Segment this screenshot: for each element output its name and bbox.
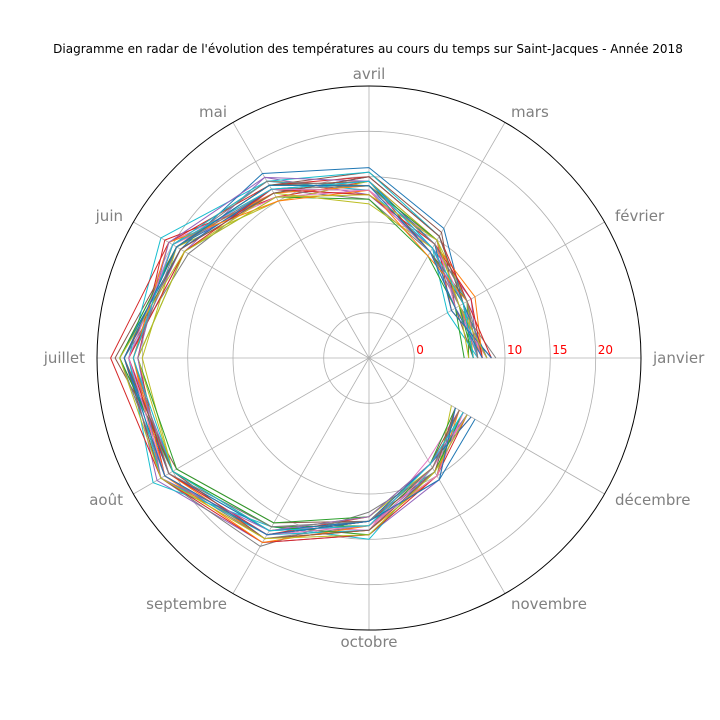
month-label-septembre: septembre [146,595,227,613]
month-label-février: février [615,207,665,225]
series-line-14 [110,176,492,543]
month-label-avril: avril [353,65,386,83]
month-label-janvier: janvier [652,349,705,367]
chart-title: Diagramme en radar de l'évolution des te… [53,42,683,56]
spoke-4 [232,122,370,359]
month-labels: janvier février mars avril mai juin juillet aoû… [43,65,705,651]
series-line-28 [132,180,479,528]
series-group [110,167,497,547]
spoke-8 [232,357,370,594]
month-label-décembre: décembre [615,491,690,509]
r-tick-20: 20 [598,343,613,357]
month-label-mars: mars [511,103,549,121]
r-tick-15: 15 [552,343,567,357]
series-line-31 [123,184,483,536]
month-label-août: août [89,491,123,509]
month-label-juillet: juillet [43,349,85,367]
month-label-juin: juin [95,207,123,225]
month-label-novembre: novembre [511,595,587,613]
r-tick-10: 10 [507,343,522,357]
spoke-1 [368,221,605,359]
radial-tick-labels: 0 10 15 20 [416,343,613,357]
spoke-11 [368,357,605,495]
series-line-6 [114,171,474,524]
polar-frame [96,85,642,631]
r-tick-0: 0 [416,343,424,357]
month-label-mai: mai [199,103,227,121]
month-label-octobre: octobre [340,633,397,651]
